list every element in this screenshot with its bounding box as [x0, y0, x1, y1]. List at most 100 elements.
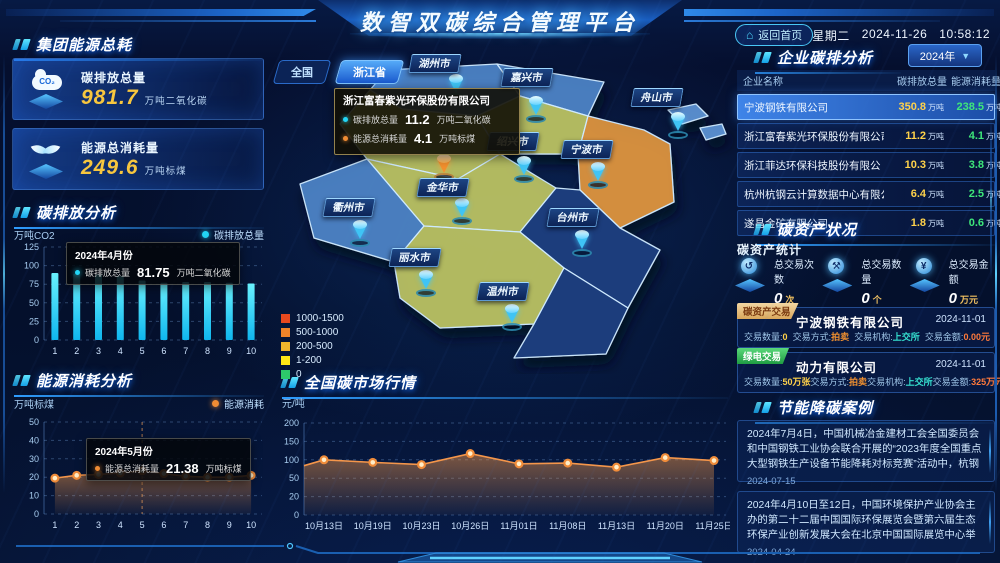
company-pin[interactable] [434, 154, 454, 181]
header-glow [350, 33, 650, 39]
map-legend-item: 1000-1500 [281, 313, 344, 324]
section-enterprise-emission: 企业碳排分析 [753, 47, 901, 74]
tooltip-label: 碳排放总量 [85, 268, 131, 278]
map-pin-衢州市[interactable] [350, 220, 370, 247]
y-axis-label: 万吨标煤 [14, 400, 54, 411]
map-pin-金华市[interactable] [452, 198, 472, 225]
city-label-舟山市[interactable]: 舟山市 [630, 88, 684, 107]
map-pin-台州市[interactable] [572, 230, 592, 257]
summary-card-energy[interactable]: 能源总消耗量 249.6 万吨标煤 [12, 128, 264, 190]
city-label-宁波市[interactable]: 宁波市 [560, 140, 614, 159]
trade-field: 交易金额:0.00元 [924, 332, 990, 342]
svg-text:3: 3 [96, 346, 101, 356]
city-label-丽水市[interactable]: 丽水市 [388, 248, 442, 267]
svg-text:100: 100 [284, 455, 299, 465]
tooltip-title: 2024年4月份 [75, 251, 133, 262]
year-filter-dropdown[interactable]: 2024年 ▼ [908, 44, 982, 67]
tooltip-company-name: 浙江富春紫光环保股份有限公司 [343, 95, 490, 107]
map-region-zs2[interactable] [699, 123, 727, 141]
asset-stat: ¥ 总交易金额 0 万元 [909, 254, 997, 307]
stat-unit: 个 [872, 295, 882, 305]
city-label-金华市[interactable]: 金华市 [416, 178, 470, 197]
map-legend-item: 200-500 [281, 341, 344, 352]
stat-label: 总交易次数 [774, 260, 814, 286]
svg-text:11月08日: 11月08日 [549, 521, 586, 531]
section-title: 节能降碳案例 [777, 400, 874, 417]
tab-zhejiang[interactable]: 浙江省 [334, 60, 405, 84]
legend-dot-icon [202, 231, 209, 238]
map-pin-舟山市[interactable] [668, 112, 688, 139]
tooltip-dot-icon [95, 466, 100, 471]
tooltip-unit: 万吨二氧化碳 [176, 268, 231, 278]
table-row[interactable]: 浙江菲达环保科技股份有限公 10.3万吨 3.8万吨 [737, 152, 1000, 178]
leaf-icon [23, 137, 71, 181]
map-company-tooltip: 浙江富春紫光环保股份有限公司 碳排放总量 11.2 万吨二氧化碳 能源总消耗量 4.1 万… [334, 88, 520, 155]
tooltip-row: 能源总消耗量 4.1 万吨标煤 [343, 131, 511, 146]
svg-text:10月19日: 10月19日 [354, 521, 392, 531]
legend-range-label: 0 [296, 369, 302, 380]
tooltip-unit: 万吨标煤 [439, 134, 476, 144]
legend-energy[interactable]: 能源消耗 [212, 396, 264, 411]
city-label-台州市[interactable]: 台州市 [546, 208, 600, 227]
svg-text:10月13日: 10月13日 [305, 521, 343, 531]
svg-text:0: 0 [34, 509, 39, 519]
emission-value: 1.8 万吨 [910, 217, 944, 229]
carbon-market-line-chart[interactable]: 0 20 50 100 150 200 10月13日 10月19日 10月23日 10月26日 11… [278, 403, 733, 550]
back-home-button[interactable]: ⌂ 返回首页 [735, 24, 814, 46]
trade-badge: 碳资产交易 [737, 303, 799, 319]
svg-text:8: 8 [205, 520, 210, 530]
svg-text:3: 3 [96, 520, 101, 530]
svg-text:11月01日: 11月01日 [500, 521, 537, 531]
map-pin-绍兴市[interactable] [514, 156, 534, 183]
city-label-衢州市[interactable]: 衢州市 [322, 198, 376, 217]
map-region-wz[interactable] [513, 267, 629, 359]
trade-field: 交易数量:50万张 [744, 377, 811, 387]
svg-text:7: 7 [183, 346, 188, 356]
stat-unit: 万元 [960, 295, 979, 305]
map-pin-丽水市[interactable] [416, 270, 436, 297]
svg-text:50: 50 [289, 473, 299, 483]
left-frame-decor [3, 55, 5, 493]
svg-text:0: 0 [34, 335, 39, 345]
emission-value: 10.3 万吨 [904, 159, 944, 171]
map-pin-宁波市[interactable] [588, 162, 608, 189]
svg-text:25: 25 [29, 316, 39, 326]
map-pin-温州市[interactable] [502, 304, 522, 331]
section-carbon-asset: 碳资产状况 [753, 219, 995, 246]
section-accent-icon [753, 224, 772, 235]
case-card[interactable]: 2024年7月4日，中国机械冶金建材工会全国委员会和中国钢铁工业协会联合开展的“… [737, 420, 995, 487]
legend-emission[interactable]: 碳排放总量 [202, 227, 264, 242]
zhejiang-map[interactable]: 湖州市嘉兴市舟山市绍兴市宁波市金华市衢州市台州市丽水市温州市 [272, 52, 737, 374]
city-label-湖州市[interactable]: 湖州市 [408, 54, 462, 73]
svg-text:20: 20 [289, 492, 299, 502]
tab-national[interactable]: 全国 [272, 60, 332, 84]
city-label-嘉兴市[interactable]: 嘉兴市 [500, 68, 554, 87]
weekday-label: 星期二 [812, 29, 850, 43]
back-home-label: 返回首页 [758, 30, 803, 42]
table-row[interactable]: 浙江富春紫光环保股份有限公司 11.2万吨 4.1万吨 [737, 123, 1000, 149]
company-name: 宁波钢铁有限公司 [744, 101, 828, 114]
y-axis-label: 元/吨 [282, 399, 305, 410]
case-date: 2024-07-15 [747, 476, 796, 487]
table-row[interactable]: 宁波钢铁有限公司 350.8万吨 238.5万吨 [737, 94, 1000, 120]
trade-card[interactable]: 绿电交易 动力有限公司 2024-11-01 交易数量:50万张 交易方式:拍卖 交易机构… [737, 348, 1000, 393]
page-title: 数智双碳综合管理平台 [359, 10, 640, 35]
tooltip-value: 11.2 [405, 112, 430, 127]
section-accent-icon [12, 207, 31, 218]
energy-value: 4.1万吨 [968, 130, 1000, 142]
map-pin-嘉兴市[interactable] [526, 96, 546, 123]
header-band [318, 0, 682, 36]
case-card[interactable]: 2024年4月10日至12日，中国环境保护产业协会主办的第二十二届中国国际环保展… [737, 491, 995, 558]
trade-card[interactable]: 碳资产交易 宁波钢铁有限公司 2024-11-01 交易数量:0 交易方式:拍卖 交易机构… [737, 303, 995, 348]
city-label-温州市[interactable]: 温州市 [476, 282, 530, 301]
carbon-asset-subtitle: 碳资产统计 [737, 243, 803, 257]
yuan-coin-icon: ¥ [909, 258, 942, 292]
section-title: 碳排放分析 [36, 205, 117, 222]
tooltip-label: 碳排放总量 [353, 115, 399, 125]
emission-value: 350.8 万吨 [898, 101, 944, 113]
table-row[interactable]: 杭州杭钢云计算数据中心有限公司 6.4万吨 2.5万吨 [737, 181, 1000, 207]
